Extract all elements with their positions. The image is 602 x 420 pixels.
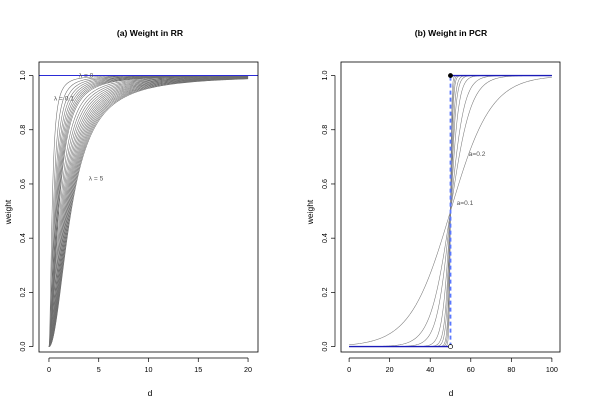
- open-endpoint: [448, 344, 453, 350]
- y-tick-label: 0.2: [320, 287, 329, 297]
- y-tick-label: 0.2: [18, 287, 27, 297]
- series-line-lambda: [48, 77, 249, 347]
- closed-endpoint: [448, 73, 453, 79]
- series-line-lambda: [48, 75, 249, 347]
- x-tick-label: 5: [97, 365, 101, 374]
- panel-rr-weight: (a) Weight in RR d weight λ = 0λ = 0.1λ …: [3, 28, 259, 398]
- series-line-lambda: [48, 75, 249, 347]
- x-tick-label: 10: [145, 365, 153, 374]
- series-line-lambda: [48, 77, 249, 347]
- series-line-lambda: [48, 77, 249, 347]
- series-line-lambda: [48, 76, 249, 347]
- series-line-lambda: [48, 75, 249, 347]
- curve-annotation: a=0.2: [469, 151, 486, 158]
- series-line-lambda: [48, 76, 249, 347]
- y-tick-label: 0.4: [320, 233, 329, 243]
- series-line-lambda: [48, 75, 249, 347]
- annotations: a=0.2 a=0.1: [457, 151, 486, 207]
- plot-frame: [340, 61, 561, 353]
- series-line-lambda: [48, 77, 249, 347]
- y-tick-label: 0.6: [18, 179, 27, 189]
- x-axis: 0 20 40 60 80 100: [347, 357, 558, 374]
- series-line-lambda: [48, 78, 249, 347]
- series-line-lambda: [48, 76, 249, 347]
- endpoint-markers: [448, 73, 453, 350]
- series-line-lambda: [48, 77, 249, 347]
- y-tick-label: 0.0: [320, 342, 329, 352]
- x-tick-label: 15: [194, 365, 202, 374]
- x-tick-label: 20: [244, 365, 252, 374]
- step-function: [349, 74, 552, 348]
- x-tick-label: 0: [47, 365, 51, 374]
- chart-title: (a) Weight in RR: [117, 28, 184, 38]
- curve-annotation: λ = 5: [89, 176, 104, 183]
- x-axis-title: d: [449, 388, 454, 398]
- series-line-lambda: [48, 78, 249, 347]
- x-tick-label: 60: [467, 365, 475, 374]
- series-line-lambda: [48, 75, 249, 347]
- y-axis-title: weight: [3, 199, 13, 225]
- y-tick-label: 0.8: [18, 125, 27, 135]
- annotations: λ = 0 λ = 0.1 λ = 5: [54, 73, 104, 183]
- y-tick-label: 0.6: [320, 179, 329, 189]
- x-axis: 0 5 10 15 20: [47, 357, 252, 374]
- series-line-lambda: [48, 77, 249, 347]
- y-tick-label: 0.8: [320, 125, 329, 135]
- panel-pcr-weight: (b) Weight in PCR d weight a=0.2 a=0.1 0 2…: [305, 28, 561, 398]
- plot-frame: [38, 61, 259, 353]
- chart-title: (b) Weight in PCR: [415, 28, 488, 38]
- series-line-lambda: [48, 75, 249, 347]
- series-line-lambda: [48, 78, 249, 347]
- x-tick-label: 40: [426, 365, 434, 374]
- series-line-lambda: [48, 75, 249, 347]
- curve-family: [48, 75, 249, 347]
- series-line-lambda: [48, 76, 249, 347]
- y-tick-label: 0.4: [18, 233, 27, 243]
- series-line-lambda: [48, 75, 249, 347]
- series-line-lambda: [48, 75, 249, 347]
- curve-annotation: a=0.1: [457, 200, 474, 207]
- curve-annotation: λ = 0: [79, 73, 94, 80]
- y-tick-label: 0.0: [18, 342, 27, 352]
- x-tick-label: 100: [546, 365, 558, 374]
- x-axis-title: d: [148, 388, 153, 398]
- y-tick-label: 1.0: [18, 71, 27, 81]
- x-tick-label: 80: [507, 365, 515, 374]
- y-axis-title: weight: [305, 199, 315, 225]
- curve-annotation: λ = 0.1: [54, 96, 74, 103]
- y-axis: 0.0 0.2 0.4 0.6 0.8 1.0: [18, 71, 34, 352]
- series-line-lambda: [48, 78, 249, 347]
- series-line-lambda: [48, 76, 249, 347]
- series-line-lambda: [48, 75, 249, 347]
- y-axis: 0.0 0.2 0.4 0.6 0.8 1.0: [320, 71, 336, 352]
- y-tick-label: 1.0: [320, 71, 329, 81]
- series-line-lambda: [48, 76, 249, 347]
- x-tick-label: 0: [347, 365, 351, 374]
- x-tick-label: 20: [386, 365, 394, 374]
